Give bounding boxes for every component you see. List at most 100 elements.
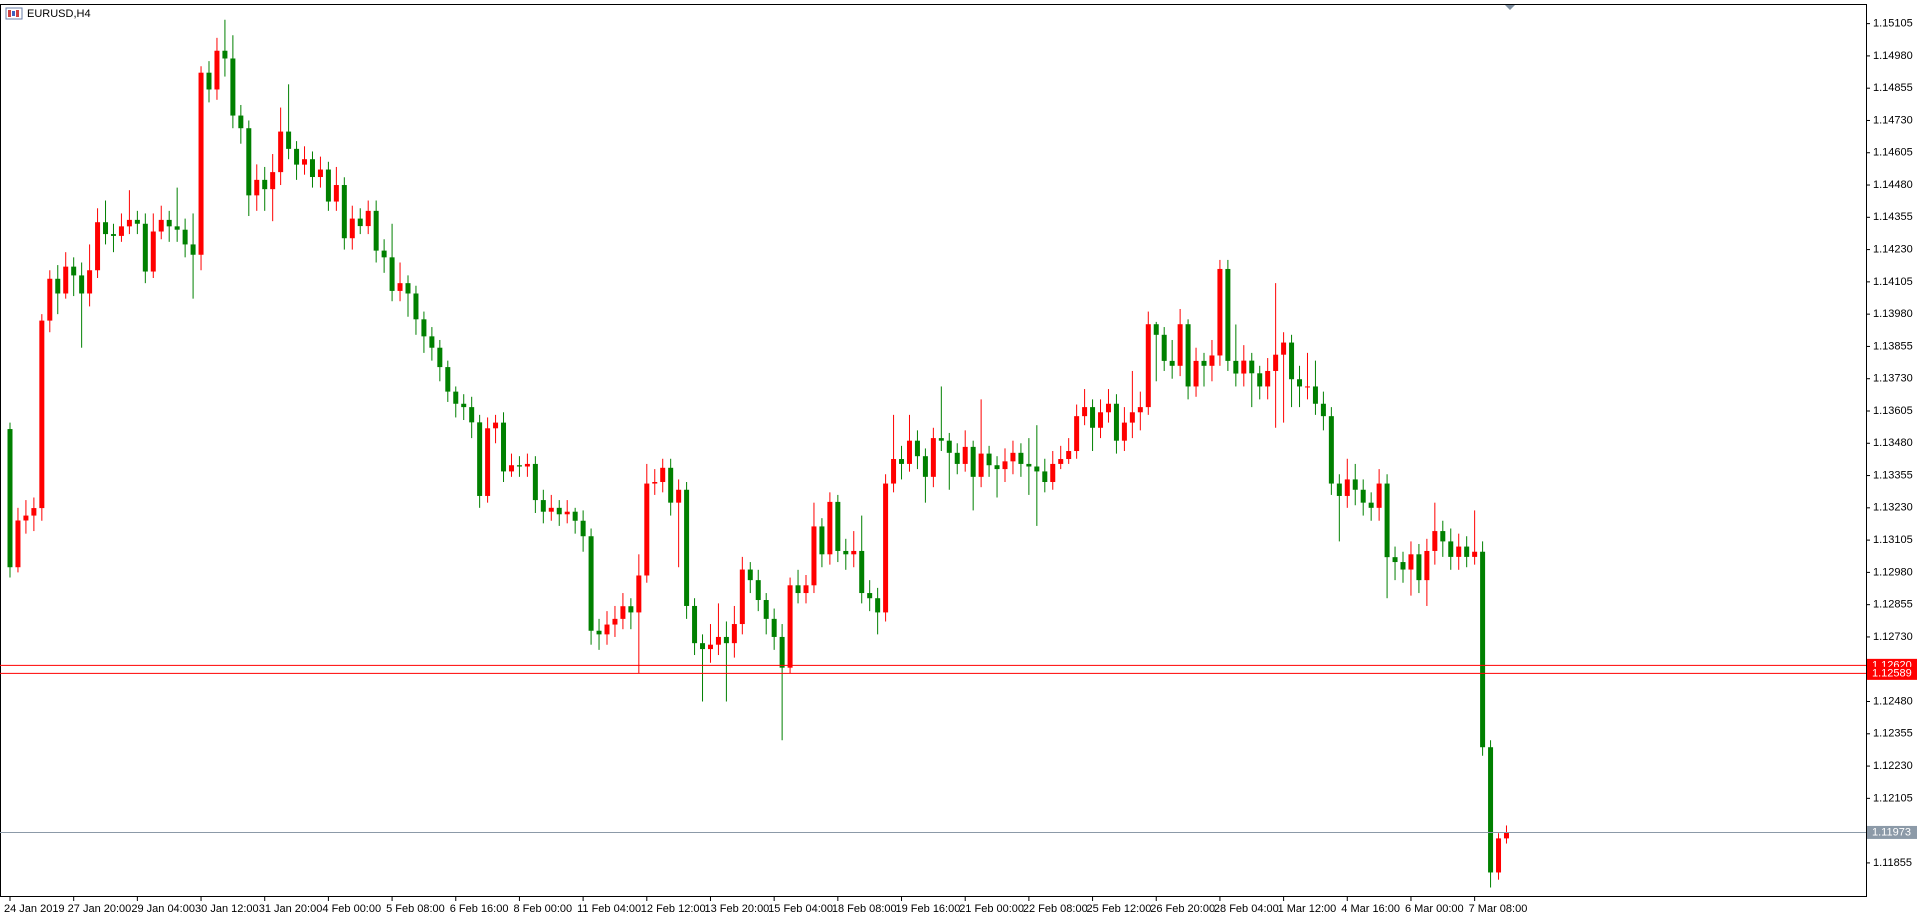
- candle-body: [1177, 324, 1183, 366]
- candle-body: [39, 320, 45, 509]
- x-tick-label: 21 Feb 00:00: [959, 903, 1024, 915]
- price-tag: [1867, 666, 1917, 680]
- candle-body: [1034, 466, 1040, 472]
- x-tick-label: 18 Feb 08:00: [832, 903, 897, 915]
- candle-body: [1480, 551, 1486, 748]
- candle-body: [230, 58, 236, 116]
- candle-body: [134, 219, 140, 224]
- candle-body: [1392, 557, 1398, 563]
- candle-body: [1336, 483, 1342, 496]
- candle-body: [1201, 360, 1207, 366]
- icon-bar: [8, 10, 11, 17]
- candle-body: [421, 319, 427, 337]
- candle-body: [270, 172, 276, 190]
- candle-body: [469, 407, 475, 423]
- candle-body: [755, 580, 761, 601]
- x-tick-label: 24 Jan 2019: [4, 903, 65, 915]
- y-tick-label: 1.12980: [1873, 566, 1913, 578]
- candle-body: [644, 483, 650, 576]
- x-tick-label: 4 Feb 00:00: [322, 903, 381, 915]
- price-tag-label: 1.12589: [1872, 667, 1912, 679]
- candle-body: [238, 115, 244, 129]
- candle-body: [819, 526, 825, 555]
- y-tick-label: 1.13730: [1873, 373, 1913, 385]
- y-tick-label: 1.13480: [1873, 437, 1913, 449]
- candle-body: [1026, 463, 1032, 467]
- candle-body: [771, 618, 777, 637]
- candle-body: [1074, 416, 1080, 452]
- candle-body: [118, 226, 124, 236]
- candle-body: [1304, 386, 1310, 388]
- candle-body: [150, 231, 156, 272]
- candle-body: [1042, 471, 1048, 483]
- y-tick-label: 1.13980: [1873, 308, 1913, 320]
- candle-body: [867, 593, 873, 599]
- candle-body: [779, 636, 785, 668]
- candle-body: [660, 467, 666, 483]
- y-tick-label: 1.14730: [1873, 114, 1913, 126]
- candle-body: [95, 222, 101, 271]
- candle-body: [811, 526, 817, 586]
- candle-body: [652, 482, 658, 484]
- candle-body: [1320, 403, 1326, 417]
- candle-body: [1448, 541, 1454, 557]
- candle-body: [604, 624, 610, 635]
- candle-body: [859, 550, 865, 594]
- chart-title: EURUSD,H4: [27, 8, 91, 20]
- candle-body: [668, 467, 674, 503]
- candle-body: [1456, 546, 1462, 557]
- candle-body: [278, 131, 284, 173]
- candle-body: [524, 463, 530, 467]
- candle-body: [1281, 342, 1287, 355]
- candle-body: [1169, 360, 1175, 366]
- candle-body: [461, 403, 467, 408]
- candle-body: [158, 219, 164, 232]
- candle-body: [739, 569, 745, 625]
- candle-body: [532, 463, 538, 501]
- candle-body: [1121, 422, 1127, 441]
- candle-body: [556, 507, 562, 515]
- icon-bar: [16, 10, 19, 17]
- y-tick-label: 1.14230: [1873, 243, 1913, 255]
- candle-body: [222, 50, 228, 59]
- chart-shift-marker: [1505, 5, 1515, 10]
- candle-body: [946, 440, 952, 453]
- candle-body: [1384, 483, 1390, 558]
- candle-body: [1312, 386, 1318, 404]
- candle-body: [1082, 407, 1088, 417]
- candle-body: [1193, 360, 1199, 387]
- candle-body: [1249, 360, 1255, 374]
- candle-body: [700, 643, 706, 650]
- candle-body: [1368, 502, 1374, 508]
- x-tick-label: 15 Feb 04:00: [768, 903, 833, 915]
- candle-body: [938, 438, 944, 441]
- candle-body: [1344, 479, 1350, 496]
- candle-body: [787, 585, 793, 668]
- candle-body: [628, 606, 634, 613]
- y-tick-label: 1.15105: [1873, 18, 1913, 30]
- y-tick-label: 1.14605: [1873, 147, 1913, 159]
- candle-body: [922, 456, 928, 477]
- price-tag-label: 1.11973: [1872, 826, 1911, 838]
- candle-body: [126, 219, 132, 227]
- candle-body: [930, 438, 936, 477]
- y-tick-label: 1.14105: [1873, 276, 1913, 288]
- candle-body: [198, 72, 204, 255]
- candle-body: [572, 511, 578, 521]
- candle-body: [63, 266, 69, 294]
- candle-body: [723, 636, 729, 644]
- candle-body: [477, 422, 483, 496]
- candle-body: [684, 489, 690, 606]
- candle-body: [1010, 452, 1016, 462]
- candle-body: [501, 422, 507, 472]
- y-tick-label: 1.14480: [1873, 179, 1913, 191]
- candle-body: [891, 459, 897, 484]
- candle-body: [1273, 354, 1279, 371]
- candle-body: [1185, 324, 1191, 387]
- x-tick-label: 29 Jan 04:00: [131, 903, 195, 915]
- candle-body: [516, 465, 522, 467]
- candle-body: [294, 148, 300, 165]
- candle-body: [986, 453, 992, 466]
- x-tick-label: 8 Feb 00:00: [513, 903, 572, 915]
